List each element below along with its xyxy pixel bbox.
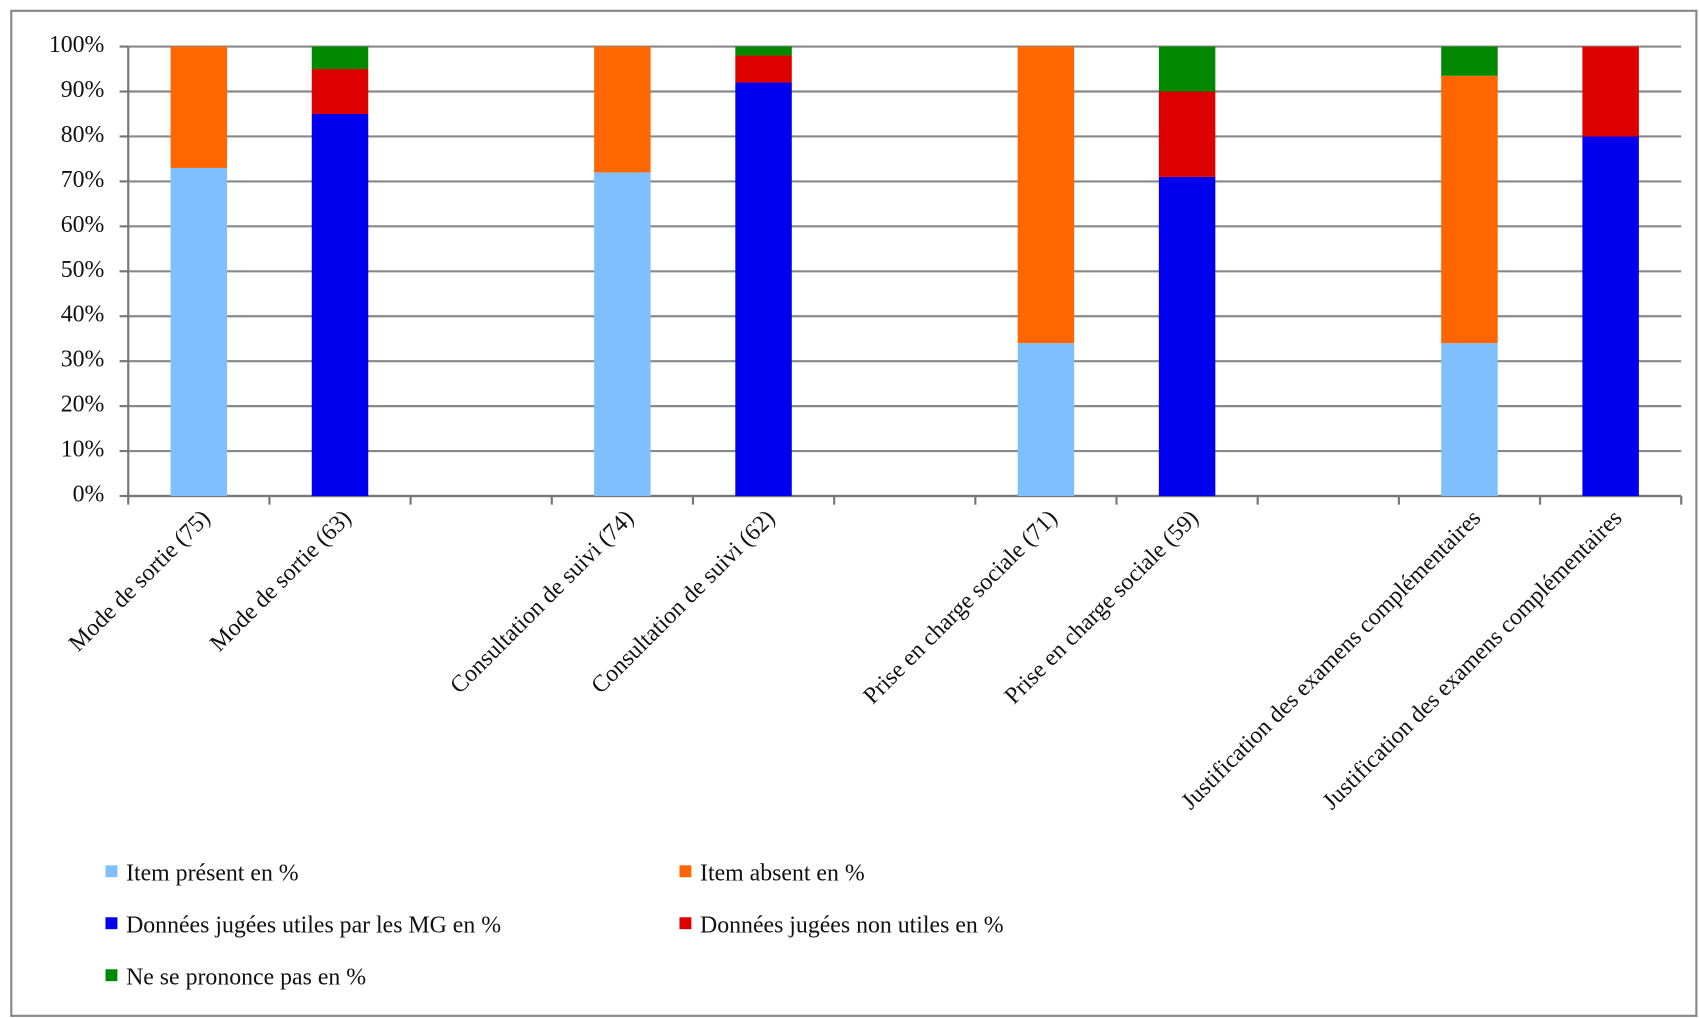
y-tick-label: 70% — [61, 167, 105, 193]
y-tick-label: 90% — [61, 77, 105, 103]
y-tick-label: 0% — [73, 481, 105, 507]
legend-label: Données jugées utiles par les MG en % — [126, 912, 501, 938]
y-tick-label: 100% — [49, 32, 105, 58]
bar-segment — [170, 167, 228, 497]
legend-label: Données jugées non utiles en % — [700, 912, 1004, 938]
legend-swatch — [679, 865, 692, 878]
bar-segment — [1441, 75, 1498, 344]
bar-segment — [735, 55, 792, 83]
bar-segment — [1582, 46, 1639, 137]
legend-label: Ne se prononce pas en % — [126, 964, 366, 990]
bar-segment — [1017, 46, 1075, 344]
bar-segment — [1017, 343, 1075, 497]
y-tick-label: 80% — [61, 122, 105, 148]
bar-segment — [311, 113, 369, 497]
bar-segment — [735, 82, 792, 497]
y-tick-label: 40% — [61, 302, 105, 328]
bar-segment — [1158, 176, 1216, 497]
chart-frame — [10, 9, 1698, 1017]
bar-segment — [1158, 91, 1216, 177]
legend-label: Item absent en % — [700, 861, 865, 887]
y-tick-label: 10% — [61, 437, 105, 463]
legend-swatch — [105, 969, 118, 982]
bar-segment — [170, 46, 228, 168]
legend-label: Item présent en % — [126, 861, 299, 887]
bar-segment — [1441, 343, 1498, 497]
bar-segment — [735, 46, 792, 56]
bar-segment — [311, 69, 369, 114]
legend-swatch — [105, 865, 118, 878]
bar-segment — [311, 46, 369, 70]
y-tick-label: 60% — [61, 212, 105, 238]
legend-swatch — [105, 917, 118, 930]
y-tick-label: 50% — [61, 257, 105, 283]
bar-segment — [1441, 46, 1498, 76]
bar-segment — [594, 172, 651, 497]
y-tick-label: 20% — [61, 392, 105, 418]
bar-segment — [594, 46, 651, 173]
legend-swatch — [679, 917, 692, 930]
bar-segment — [1582, 136, 1639, 497]
bar-segment — [1158, 46, 1216, 92]
y-tick-label: 30% — [61, 347, 105, 373]
